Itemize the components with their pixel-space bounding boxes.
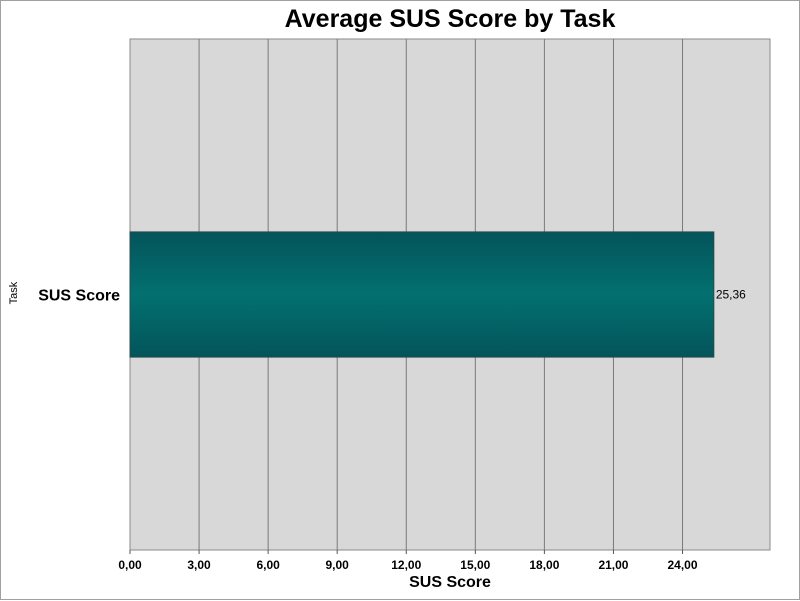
chart-title: Average SUS Score by Task (285, 5, 616, 33)
x-tick-label: 0,00 (118, 558, 142, 572)
bars: 25,36 (129, 231, 746, 358)
x-tick-label: 3,00 (187, 558, 211, 572)
x-tick-label: 15,00 (460, 558, 490, 572)
x-tick-label: 12,00 (391, 558, 421, 572)
y-category-label: SUS Score (38, 288, 120, 305)
x-axis-label: SUS Score (409, 574, 491, 591)
y-axis-ticks: SUS Score (38, 288, 120, 305)
x-tick-label: 9,00 (326, 558, 350, 572)
x-tick-label: 6,00 (256, 558, 280, 572)
x-tick-label: 18,00 (529, 558, 559, 572)
x-axis-ticks: 0,00 3,00 6,00 9,00 12,00 15,00 18,00 21,00 24,0… (118, 550, 698, 572)
y-axis-label: Task (8, 281, 20, 304)
bar-data-label: 25,36 (716, 288, 746, 302)
x-tick-label: 21,00 (598, 558, 628, 572)
x-tick-label: 24,00 (668, 558, 698, 572)
bar (129, 231, 715, 358)
